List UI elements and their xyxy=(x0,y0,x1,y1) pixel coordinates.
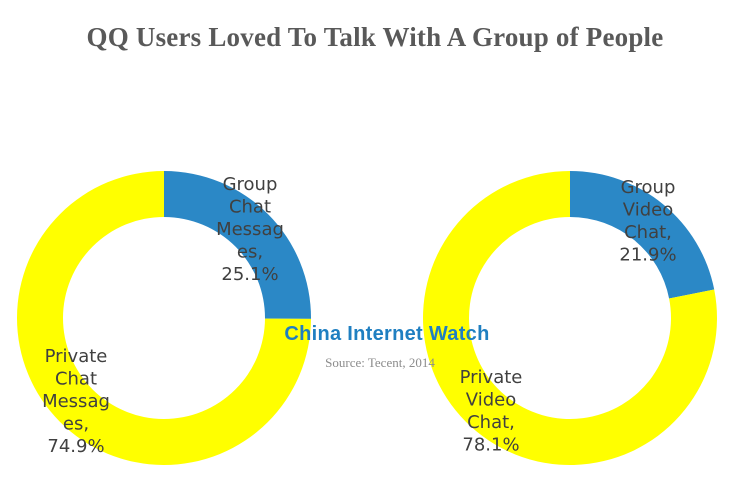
donut-2-slice-2 xyxy=(422,171,717,465)
donut-1-slice-2 xyxy=(16,171,311,465)
donut-2-label-2-line: Chat, xyxy=(467,412,515,433)
donut-2-label-1: Group Video Chat, 21.9% xyxy=(619,177,676,266)
donut-2-label-1-line: Chat, xyxy=(624,222,672,243)
donut-1-label-2-line: es, xyxy=(63,414,89,435)
donut-1-label-2-line: Chat xyxy=(55,369,97,390)
donut-2-label-2: Private Video Chat, 78.1% xyxy=(460,367,523,456)
donut-1-label-1-line: Messag xyxy=(216,219,284,240)
watermark-china-internet-watch: China Internet Watch xyxy=(284,323,490,345)
donut-1-label-2-line: Messag xyxy=(42,391,110,412)
donut-2-label-1-line: Video xyxy=(623,200,673,221)
chart-title: QQ Users Loved To Talk With A Group of P… xyxy=(86,22,664,52)
donut-1-label-1-line: es, xyxy=(237,242,263,263)
donut-2-label-1-line: 21.9% xyxy=(619,245,676,266)
donut-1-label-1: Group Chat Messag es, 25.1% xyxy=(216,174,284,285)
donut-2-label-2-line: Private xyxy=(460,367,523,388)
source-note: Source: Tecent, 2014 xyxy=(325,355,435,370)
donut-2-label-1-line: Group xyxy=(621,177,676,198)
donut-2-label-2-line: 78.1% xyxy=(462,435,519,456)
donut-2-slice-1 xyxy=(570,171,715,299)
donut-2-label-2-line: Video xyxy=(466,390,516,411)
donut-1-label-1-line: Group xyxy=(223,174,278,195)
donut-1-label-1-line: Chat xyxy=(229,197,271,218)
donut-1-label-1-line: 25.1% xyxy=(221,264,278,285)
donut-1-label-2: Private Chat Messag es, 74.9% xyxy=(42,346,110,457)
donut-1-label-2-line: 74.9% xyxy=(47,436,104,457)
donut-1-label-2-line: Private xyxy=(45,346,108,367)
donut-1-slice-1 xyxy=(164,171,311,319)
